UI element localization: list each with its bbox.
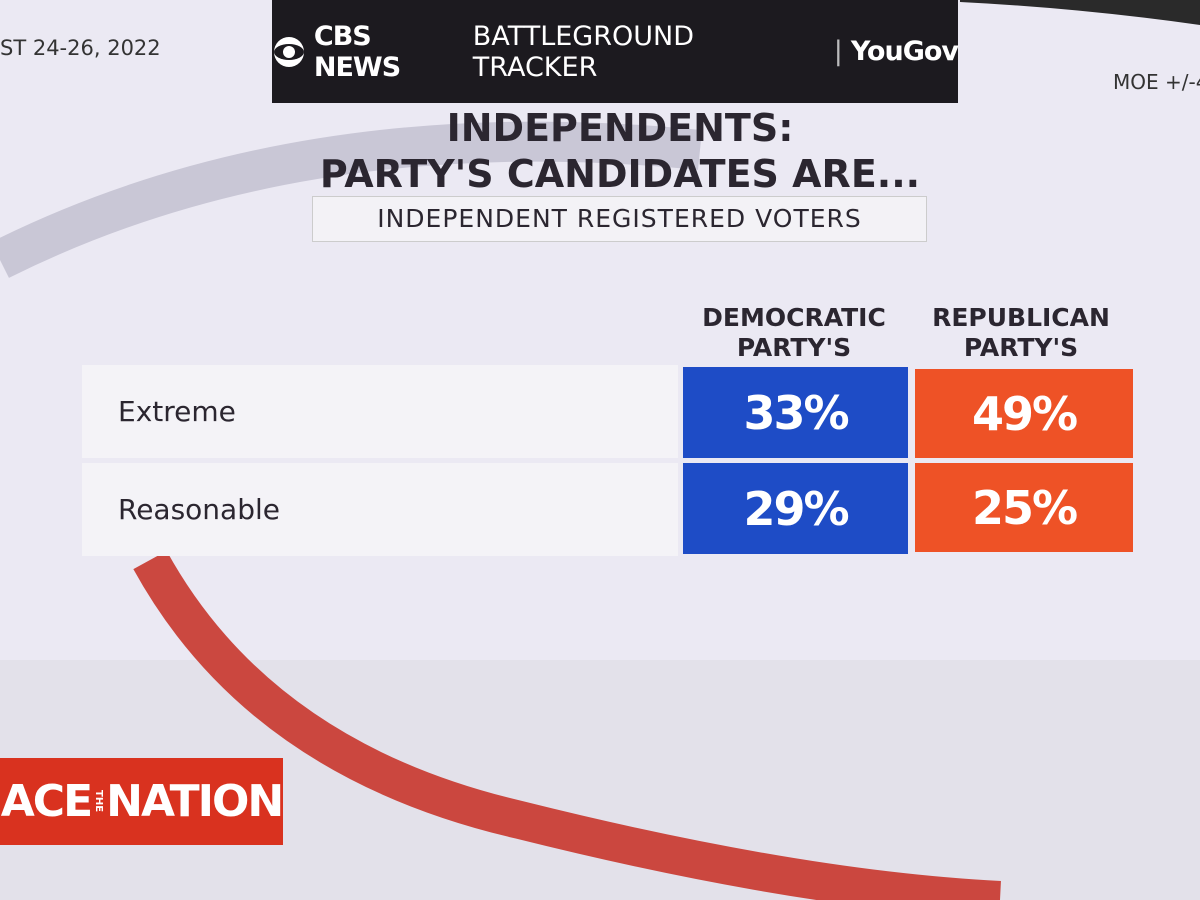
logo-text: NATION bbox=[106, 776, 284, 827]
rep-cell: 49% bbox=[915, 369, 1133, 458]
cbs-eye bbox=[274, 36, 304, 67]
red-swoosh bbox=[133, 550, 1001, 900]
divider: | bbox=[833, 36, 843, 67]
partner: YouGov bbox=[850, 36, 959, 67]
header-bar: CBS NEWS BATTLEGROUND TRACKER | YouGov bbox=[272, 0, 959, 103]
row-label: Reasonable bbox=[82, 463, 678, 556]
dem-cell: 29% bbox=[683, 463, 908, 554]
rep-cell: 25% bbox=[915, 463, 1133, 552]
column-header: DEMOCRATIC PARTY'S bbox=[702, 303, 886, 362]
logo-text: ACE bbox=[0, 776, 93, 827]
subtitle: INDEPENDENT REGISTERED VOTERS bbox=[312, 196, 927, 242]
screen-edge bbox=[960, 0, 1200, 25]
row-label: Extreme bbox=[82, 365, 678, 458]
date: ST 24-26, 2022 bbox=[0, 36, 161, 60]
moe: MOE +/-4 bbox=[1113, 70, 1200, 94]
title-line: INDEPENDENTS: bbox=[446, 106, 794, 150]
tracker: BATTLEGROUND TRACKER bbox=[472, 20, 694, 83]
swoosh bbox=[0, 121, 702, 278]
dem-cell: 33% bbox=[683, 367, 908, 458]
title-line: PARTY'S CANDIDATES ARE... bbox=[319, 152, 921, 196]
brand: CBS NEWS bbox=[313, 20, 401, 83]
logo-text: THE bbox=[93, 790, 105, 813]
column-header: REPUBLICAN PARTY'S bbox=[932, 303, 1110, 362]
show-logo: ACE THE NATION bbox=[0, 758, 284, 845]
